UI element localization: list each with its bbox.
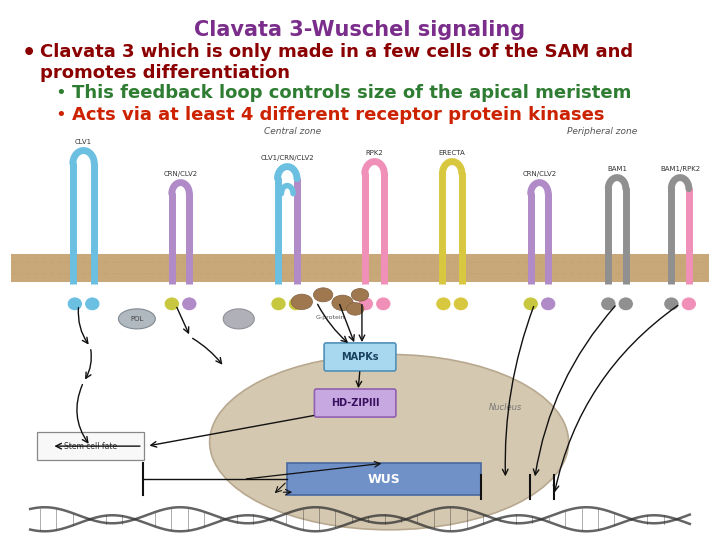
Ellipse shape [164, 297, 179, 311]
Ellipse shape [346, 302, 364, 315]
Text: CLV1/CRN/CLV2: CLV1/CRN/CLV2 [261, 154, 314, 160]
Text: CRN/CLV2: CRN/CLV2 [163, 171, 197, 177]
Ellipse shape [313, 288, 333, 302]
Text: CRN/CLV2: CRN/CLV2 [523, 171, 557, 177]
Ellipse shape [351, 288, 369, 301]
Text: •: • [55, 84, 66, 102]
Ellipse shape [223, 309, 254, 329]
Text: This feedback loop controls size of the apical meristem: This feedback loop controls size of the … [72, 84, 631, 102]
Ellipse shape [271, 297, 287, 311]
Text: Clavata 3 which is only made in a few cells of the SAM and: Clavata 3 which is only made in a few ce… [40, 43, 633, 61]
FancyBboxPatch shape [324, 343, 396, 371]
Ellipse shape [210, 354, 569, 530]
Text: BAM1: BAM1 [607, 166, 627, 172]
Ellipse shape [181, 297, 197, 311]
Ellipse shape [618, 297, 634, 311]
Text: Acts via at least 4 different receptor protein kinases: Acts via at least 4 different receptor p… [72, 106, 605, 124]
Ellipse shape [453, 297, 469, 311]
Text: CLV1: CLV1 [75, 139, 92, 145]
Ellipse shape [291, 294, 312, 309]
Ellipse shape [84, 297, 100, 311]
FancyBboxPatch shape [37, 432, 144, 460]
Text: Peripheral zone: Peripheral zone [567, 126, 638, 136]
Ellipse shape [600, 297, 616, 311]
Ellipse shape [67, 297, 83, 311]
FancyBboxPatch shape [315, 389, 396, 417]
Bar [11, 254, 709, 282]
Ellipse shape [376, 297, 391, 311]
Text: Stem cell fate: Stem cell fate [64, 442, 117, 450]
Text: MAPKs: MAPKs [341, 352, 379, 362]
Bar [287, 463, 481, 495]
Ellipse shape [681, 297, 696, 311]
Text: BAM1/RPK2: BAM1/RPK2 [660, 166, 700, 172]
Text: POL: POL [130, 316, 143, 322]
Text: •: • [22, 43, 36, 63]
Text: Clavata 3-Wuschel signaling: Clavata 3-Wuschel signaling [194, 20, 526, 40]
Text: G-protein: G-protein [316, 315, 346, 320]
Text: WUS: WUS [368, 472, 400, 485]
Ellipse shape [523, 297, 539, 311]
Text: HD-ZIPIII: HD-ZIPIII [331, 398, 379, 408]
Ellipse shape [332, 295, 354, 310]
Ellipse shape [541, 297, 556, 311]
Ellipse shape [436, 297, 451, 311]
Text: Central zone: Central zone [264, 126, 320, 136]
Ellipse shape [358, 297, 374, 311]
Text: RPK2: RPK2 [366, 150, 384, 156]
Ellipse shape [664, 297, 679, 311]
Text: promotes differentiation: promotes differentiation [40, 64, 290, 82]
Ellipse shape [288, 297, 304, 311]
Text: •: • [55, 106, 66, 124]
Text: ERECTA: ERECTA [438, 150, 466, 156]
Ellipse shape [119, 309, 156, 329]
Text: Nucleus: Nucleus [489, 402, 522, 411]
